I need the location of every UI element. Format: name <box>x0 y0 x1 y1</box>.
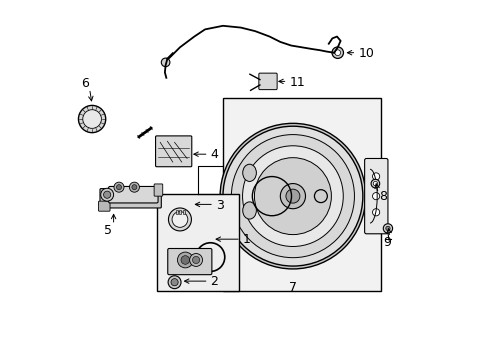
Text: 11: 11 <box>289 76 305 89</box>
Circle shape <box>372 209 379 216</box>
Ellipse shape <box>242 164 256 181</box>
Circle shape <box>168 208 191 231</box>
Circle shape <box>372 173 379 180</box>
Circle shape <box>385 226 389 230</box>
Ellipse shape <box>242 202 256 219</box>
Circle shape <box>285 189 299 203</box>
Circle shape <box>254 158 331 235</box>
Circle shape <box>114 182 124 192</box>
Circle shape <box>103 191 110 198</box>
Circle shape <box>172 212 187 227</box>
Text: 5: 5 <box>104 224 112 237</box>
Text: 10: 10 <box>358 47 374 60</box>
Circle shape <box>116 185 121 190</box>
Circle shape <box>242 146 343 247</box>
Text: 6: 6 <box>81 77 89 90</box>
Circle shape <box>181 256 189 264</box>
Circle shape <box>101 188 113 201</box>
Circle shape <box>383 224 392 233</box>
Circle shape <box>372 193 379 200</box>
Circle shape <box>370 179 379 188</box>
Circle shape <box>177 252 193 268</box>
Bar <box>183 211 184 214</box>
Circle shape <box>189 253 202 266</box>
Circle shape <box>192 256 199 264</box>
Circle shape <box>161 58 169 67</box>
FancyBboxPatch shape <box>100 189 161 208</box>
Circle shape <box>132 185 137 190</box>
Text: 7: 7 <box>288 281 296 294</box>
Text: 8: 8 <box>379 190 386 203</box>
Circle shape <box>168 276 181 289</box>
Text: 3: 3 <box>215 199 223 212</box>
FancyBboxPatch shape <box>364 158 387 234</box>
Circle shape <box>78 105 105 133</box>
Bar <box>179 211 181 214</box>
Text: 2: 2 <box>210 275 218 288</box>
FancyBboxPatch shape <box>154 184 163 196</box>
Text: 1: 1 <box>242 233 250 246</box>
Circle shape <box>223 126 362 266</box>
Bar <box>156 194 239 291</box>
Circle shape <box>82 110 101 129</box>
Circle shape <box>231 135 354 258</box>
Circle shape <box>331 47 343 58</box>
Bar <box>175 211 178 214</box>
Circle shape <box>129 182 139 192</box>
FancyBboxPatch shape <box>167 248 211 275</box>
Circle shape <box>220 123 365 269</box>
Circle shape <box>171 279 178 286</box>
FancyBboxPatch shape <box>258 73 277 90</box>
Text: 9: 9 <box>383 235 390 248</box>
Bar <box>223 98 380 291</box>
FancyBboxPatch shape <box>155 136 191 167</box>
FancyBboxPatch shape <box>108 186 158 203</box>
Circle shape <box>372 181 377 186</box>
Text: 4: 4 <box>210 148 218 161</box>
Circle shape <box>334 50 340 55</box>
FancyBboxPatch shape <box>99 201 110 211</box>
Circle shape <box>280 184 305 209</box>
